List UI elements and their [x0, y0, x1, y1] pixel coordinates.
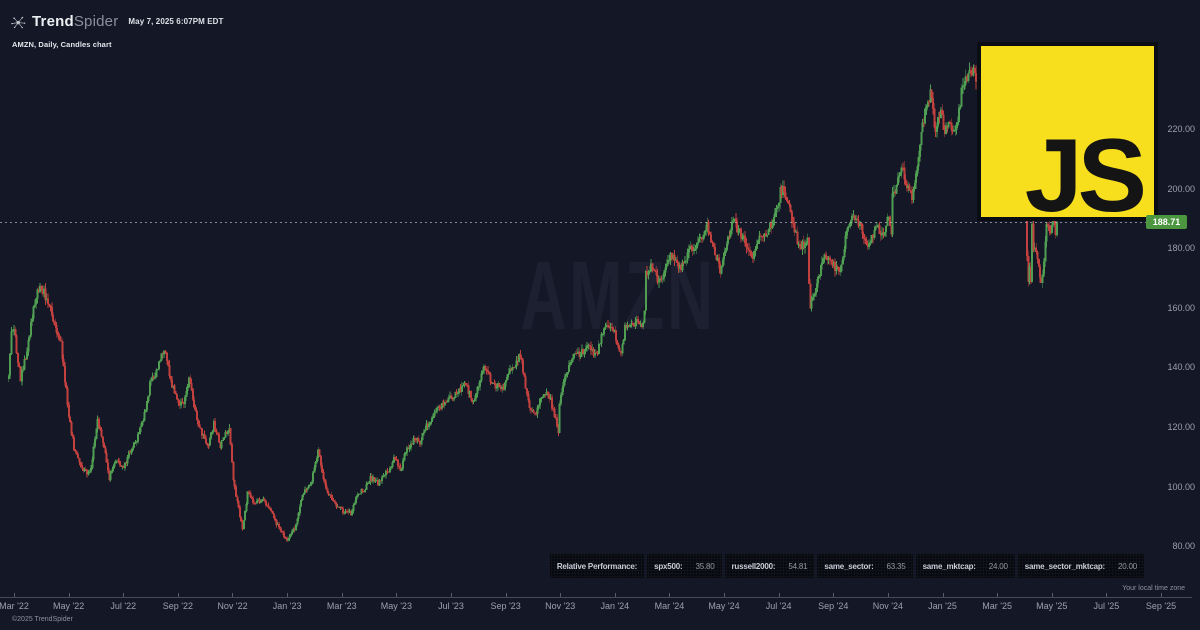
time-axis-tick	[232, 593, 234, 597]
perf-item-value: 35.80	[695, 561, 715, 571]
price-axis-label: 140.00	[1167, 362, 1195, 373]
brand-trend: Trend	[32, 13, 74, 30]
time-axis-label: May '24	[708, 601, 740, 611]
time-axis-tick	[450, 593, 452, 597]
time-axis-label: Mar '23	[326, 601, 357, 611]
perf-item-label: same_mktcap:	[922, 561, 976, 571]
price-axis-label: 100.00	[1167, 481, 1195, 492]
price-axis-label: 160.00	[1167, 302, 1195, 313]
chart-timestamp: May 7, 2025 6:07PM EDT	[128, 17, 224, 26]
javascript-logo-badge: JS	[977, 42, 1158, 228]
time-axis-tick	[1051, 593, 1053, 597]
perf-item-value: 63.35	[886, 561, 906, 571]
time-axis-label: Jul '23	[438, 601, 464, 611]
time-axis-tick	[614, 593, 616, 597]
time-axis-tick	[505, 593, 507, 597]
relative-performance-item: same_sector: 63.35	[817, 554, 913, 578]
price-axis-label: 180.00	[1167, 243, 1195, 254]
perf-item-value: 24.00	[988, 561, 1008, 571]
last-price-label: 188.71	[1146, 215, 1187, 230]
relative-performance-item: same_mktcap: 24.00	[915, 554, 1015, 578]
time-axis-tick	[123, 593, 125, 597]
time-axis-tick	[341, 593, 343, 597]
time-axis-label: Nov '22	[217, 601, 248, 611]
time-axis-label: Jan '24	[600, 601, 630, 611]
time-axis-tick	[1161, 593, 1163, 597]
time-axis-label: Jul '25	[1093, 601, 1120, 611]
time-axis-label: May '23	[380, 601, 412, 611]
timezone-note: Your local time zone	[1122, 585, 1185, 592]
copyright-note: ©2025 TrendSpider	[12, 616, 73, 623]
brand-name: TrendSpider	[32, 13, 118, 30]
time-axis-tick	[669, 593, 671, 597]
relative-performance-item: russell2000: 54.81	[724, 554, 815, 578]
time-axis-tick	[724, 593, 726, 597]
time-axis-tick	[997, 593, 999, 597]
time-axis-tick	[833, 593, 835, 597]
time-axis-label: Jul '24	[765, 601, 792, 611]
time-axis-label: Nov '23	[545, 601, 576, 611]
time-axis-tick	[887, 593, 889, 597]
time-axis-tick	[778, 593, 780, 597]
time-axis-tick	[68, 593, 70, 597]
time-axis-label: May '25	[1036, 601, 1068, 611]
time-axis-label: Sep '22	[162, 601, 193, 611]
time-axis-label: Sep '25	[1145, 601, 1177, 611]
time-axis-label: Jan '23	[272, 601, 302, 611]
time-axis-label: Mar '24	[654, 601, 685, 611]
trendspider-logo-icon	[11, 16, 26, 29]
chart-title: AMZN, Daily, Candles chart	[12, 40, 112, 49]
chart-header: TrendSpider May 7, 2025 6:07PM EDT AMZN,…	[10, 13, 224, 49]
perf-item-label: same_sector_mktcap:	[1024, 561, 1105, 571]
time-axis-tick	[287, 593, 289, 597]
time-axis-label: Sep '23	[490, 601, 521, 611]
time-axis-tick	[177, 593, 179, 597]
time-axis-label: Jan '25	[928, 601, 957, 611]
price-axis-label: 120.00	[1167, 422, 1195, 433]
perf-item-value: 20.00	[1117, 561, 1137, 571]
price-axis-label: 220.00	[1167, 124, 1195, 135]
time-axis-line	[0, 597, 1192, 598]
perf-item-label: russell2000:	[731, 561, 776, 571]
relative-performance-title: Relative Performance:	[556, 561, 638, 571]
perf-item-value: 54.81	[788, 561, 808, 571]
time-axis-label: May '22	[52, 601, 85, 611]
time-axis-label: Sep '24	[818, 601, 849, 611]
javascript-logo-text: JS	[1024, 118, 1147, 234]
time-axis-tick	[560, 593, 562, 597]
time-axis-label: Mar '22	[0, 601, 29, 611]
time-axis-tick	[396, 593, 398, 597]
time-axis-label: Nov '24	[872, 601, 904, 611]
time-axis-tick	[14, 593, 15, 597]
time-axis-label: Jul '22	[110, 601, 137, 611]
time-axis-tick	[1106, 593, 1108, 597]
relative-performance-title-box: Relative Performance:	[549, 554, 645, 578]
time-axis-tick	[942, 593, 944, 597]
perf-item-label: same_sector:	[824, 561, 874, 571]
relative-performance-item: same_sector_mktcap: 20.00	[1017, 554, 1144, 578]
relative-performance-item: spx500: 35.80	[647, 554, 722, 578]
price-axis-label: 200.00	[1167, 183, 1195, 194]
time-axis-label: Mar '25	[982, 601, 1013, 611]
brand-spider: Spider	[73, 13, 119, 30]
relative-performance-bar: Relative Performance: spx500: 35.80 russel…	[549, 554, 1144, 578]
perf-item-label: spx500:	[654, 561, 683, 571]
price-axis-label: 80.00	[1172, 541, 1195, 552]
